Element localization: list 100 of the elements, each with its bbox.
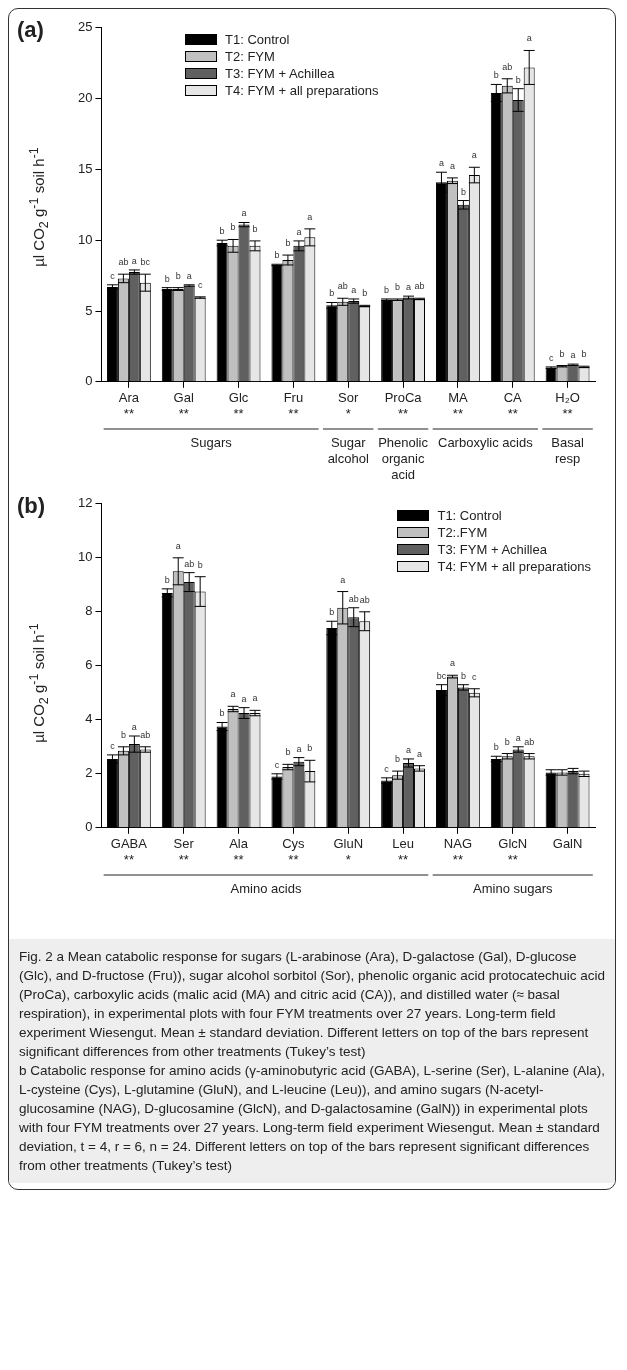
data-label: b bbox=[164, 574, 170, 585]
data-label: a bbox=[351, 284, 357, 295]
data-label: b bbox=[285, 238, 291, 249]
text: Amino sugars bbox=[473, 881, 553, 897]
data-label: a bbox=[417, 748, 423, 759]
data-label: b bbox=[307, 743, 313, 754]
x-tick-label: CA ** bbox=[503, 390, 523, 421]
data-label: c bbox=[384, 763, 390, 774]
x-tick-label: NAG ** bbox=[443, 836, 472, 867]
legend-label: T1: Control bbox=[225, 31, 290, 48]
x-tick-label: MA ** bbox=[448, 390, 468, 421]
text: Basal resp bbox=[551, 435, 584, 467]
x-tick-label: Ara ** bbox=[118, 390, 140, 421]
data-label: b bbox=[329, 607, 335, 618]
data-label: b bbox=[581, 349, 587, 360]
legend-label: T3: FYM + Achillea bbox=[437, 541, 547, 558]
data-label: ab bbox=[414, 281, 425, 292]
data-label: c bbox=[197, 279, 203, 290]
data-label: b bbox=[175, 270, 181, 281]
text: b Catabolic response for amino acids (γ-aminobutyric acid (GABA), L-serine (Ser), L-alanine (Ala), L-cysteine (Cys), L-glutamine (GluN), and L-leucine (Leu)), and amino sugars (N-acetyl-glucosamine (NAG), D-glucosamine (GlcN), and D-galactosamine (GalN)) in experimental plots with four FYM treatments over 27 years. Long-term field experiment Wiesengut. Mean ± standard deviation, t = 4, r = 6, n = 24. Different letters on top of the bars represent significant differences from other treatments (Tukey’s test) bbox=[19, 1062, 605, 1175]
data-label: a bbox=[340, 574, 346, 585]
text: Sugars bbox=[190, 435, 233, 451]
data-label: ab bbox=[184, 558, 195, 569]
data-label: b bbox=[285, 747, 291, 758]
data-label: ab bbox=[359, 594, 370, 605]
x-tick-label: Ala ** bbox=[229, 836, 249, 867]
data-label: b bbox=[230, 222, 236, 233]
data-label: b bbox=[362, 288, 368, 299]
data-label: a bbox=[471, 150, 477, 161]
legend-label: T3: FYM + Achillea bbox=[225, 65, 335, 82]
data-label: ab bbox=[337, 281, 348, 292]
data-label: b bbox=[252, 223, 258, 234]
y-tick-label: 20 bbox=[77, 90, 93, 106]
x-tick-label: Glc ** bbox=[228, 390, 249, 421]
data-label: a bbox=[515, 732, 521, 743]
y-tick-label: 25 bbox=[77, 19, 93, 35]
x-tick-label: Ser ** bbox=[173, 836, 195, 867]
data-label: b bbox=[504, 736, 510, 747]
data-label: b bbox=[197, 559, 203, 570]
legend-label: T4: FYM + all preparations bbox=[437, 558, 591, 575]
data-label: a bbox=[241, 693, 247, 704]
data-label: c bbox=[110, 740, 116, 751]
y-tick-label: 10 bbox=[77, 231, 93, 247]
y-tick-label: 6 bbox=[85, 657, 93, 673]
text: Amino acids bbox=[230, 881, 302, 897]
legend-label: T2: FYM bbox=[225, 48, 275, 65]
y-tick-label: 2 bbox=[85, 765, 93, 781]
data-label: b bbox=[395, 754, 401, 765]
y-tick-label: 0 bbox=[85, 373, 93, 389]
data-label: c bbox=[110, 270, 116, 281]
data-label: a bbox=[570, 350, 576, 361]
data-label: a bbox=[449, 160, 455, 171]
data-label: a bbox=[526, 33, 532, 44]
legend-label: T1: Control bbox=[437, 507, 502, 524]
caption: Fig. 2 a Mean catabolic response for sugars (L-arabinose (Ara), D-galactose (Gal), D-glucose (Glc), and D-fructose (Fru)), sugar alcohol sorbitol (Sor), phenolic organic acid protocatechuic acid (ProCa), carboxylic acids (malic acid (MA) and citric acid (CA)), and distilled water (≈ basal respiration), in experimental plots with four FYM treatments over 27 years. Long-term field experiment Wiesengut. Mean ± standard deviation. Different letters on top of the bars represent significant differences from other treatments (Tukey’s test) bbox=[19, 948, 605, 1061]
y-tick-label: 4 bbox=[85, 711, 93, 727]
legend-label: T2:.FYM bbox=[437, 524, 488, 541]
data-label: bc bbox=[140, 257, 151, 268]
y-tick-label: 5 bbox=[85, 302, 93, 318]
x-tick-label: Leu ** bbox=[392, 836, 414, 867]
chart-title: (b) bbox=[17, 493, 46, 519]
legend-label: T4: FYM + all preparations bbox=[225, 82, 379, 99]
data-label: b bbox=[460, 186, 466, 197]
text: Sugar alcohol bbox=[327, 435, 369, 467]
data-label: c bbox=[274, 759, 280, 770]
y-tick-label: 8 bbox=[85, 603, 93, 619]
data-label: b bbox=[329, 288, 335, 299]
x-tick-label: Sor * bbox=[338, 390, 360, 421]
y-tick-label: 10 bbox=[77, 549, 93, 565]
data-label: a bbox=[131, 255, 137, 266]
y-tick-label: 15 bbox=[77, 160, 93, 176]
x-tick-label: Fru ** bbox=[283, 390, 304, 421]
data-label: ab bbox=[348, 593, 359, 604]
data-label: a bbox=[252, 693, 258, 704]
data-label: b bbox=[164, 273, 170, 284]
data-label: b bbox=[384, 284, 390, 295]
x-tick-label: Gal ** bbox=[173, 390, 194, 421]
text: Phenolic organic acid bbox=[378, 435, 429, 483]
data-label: a bbox=[406, 282, 412, 293]
data-label: ab bbox=[118, 257, 129, 268]
x-tick-label: GABA ** bbox=[110, 836, 148, 867]
data-label: a bbox=[307, 211, 313, 222]
data-label: ab bbox=[140, 729, 151, 740]
data-label: b bbox=[219, 708, 225, 719]
x-tick-label: GluN * bbox=[333, 836, 364, 867]
data-label: a bbox=[296, 743, 302, 754]
data-label: b bbox=[559, 348, 565, 359]
data-label: c bbox=[472, 671, 478, 682]
data-label: b bbox=[120, 729, 126, 740]
data-label: a bbox=[241, 208, 247, 219]
x-tick-label: GalN bbox=[552, 836, 583, 852]
data-label: b bbox=[395, 281, 401, 292]
x-tick-label: H₂O ** bbox=[555, 390, 580, 421]
data-label: a bbox=[406, 744, 412, 755]
data-label: a bbox=[186, 270, 192, 281]
data-label: ab bbox=[524, 736, 535, 747]
data-label: b bbox=[515, 74, 521, 85]
data-label: bc bbox=[436, 670, 447, 681]
data-label: a bbox=[449, 658, 455, 669]
y-tick-label: 12 bbox=[77, 495, 93, 511]
